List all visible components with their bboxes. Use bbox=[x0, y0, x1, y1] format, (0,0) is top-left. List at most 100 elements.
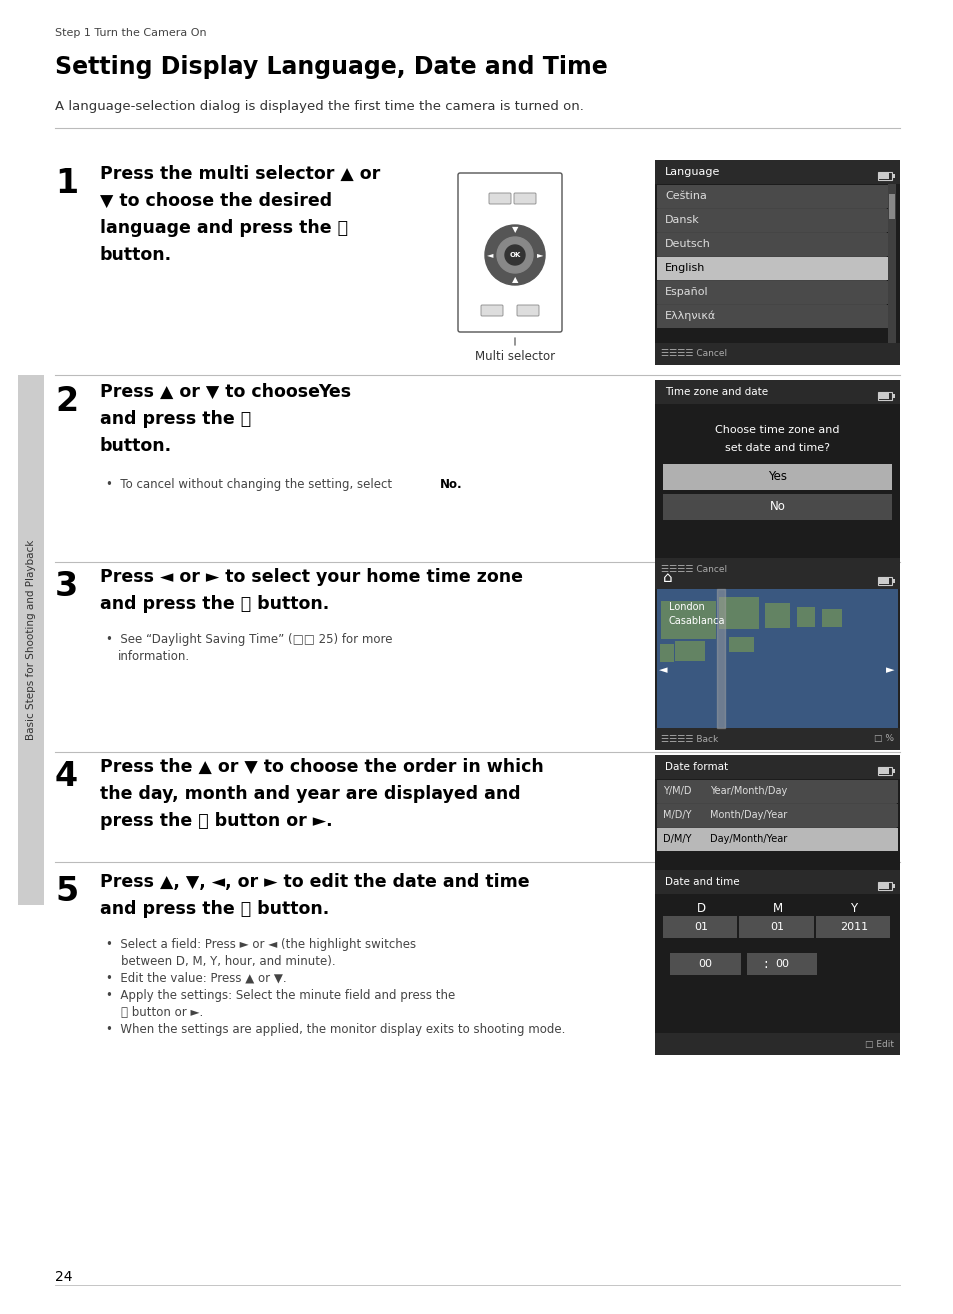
FancyBboxPatch shape bbox=[655, 870, 899, 1055]
FancyBboxPatch shape bbox=[657, 781, 897, 803]
Text: Y/M/D: Y/M/D bbox=[662, 786, 691, 796]
FancyBboxPatch shape bbox=[878, 767, 888, 774]
Text: □ %: □ % bbox=[873, 735, 893, 744]
Text: the day, month and year are displayed and: the day, month and year are displayed an… bbox=[100, 784, 520, 803]
FancyBboxPatch shape bbox=[887, 184, 895, 343]
Text: button.: button. bbox=[100, 438, 172, 455]
FancyBboxPatch shape bbox=[821, 608, 841, 627]
Text: Basic Steps for Shooting and Playback: Basic Steps for Shooting and Playback bbox=[26, 540, 36, 740]
Text: OK: OK bbox=[509, 252, 520, 258]
FancyBboxPatch shape bbox=[657, 305, 887, 328]
Text: Day/Month/Year: Day/Month/Year bbox=[709, 834, 786, 844]
Circle shape bbox=[504, 244, 524, 265]
Text: ▼: ▼ bbox=[511, 226, 517, 234]
FancyBboxPatch shape bbox=[657, 281, 887, 304]
Text: English: English bbox=[664, 263, 704, 273]
Text: set date and time?: set date and time? bbox=[724, 443, 829, 453]
Circle shape bbox=[497, 237, 533, 273]
FancyBboxPatch shape bbox=[514, 193, 536, 204]
FancyBboxPatch shape bbox=[655, 728, 899, 750]
FancyBboxPatch shape bbox=[878, 173, 888, 179]
Text: 1: 1 bbox=[55, 167, 78, 200]
FancyBboxPatch shape bbox=[662, 464, 891, 490]
Text: :: : bbox=[763, 957, 767, 971]
FancyBboxPatch shape bbox=[891, 769, 894, 773]
FancyBboxPatch shape bbox=[457, 173, 561, 332]
FancyBboxPatch shape bbox=[878, 883, 888, 890]
Text: 00: 00 bbox=[774, 959, 788, 968]
Text: 2: 2 bbox=[55, 385, 78, 418]
FancyBboxPatch shape bbox=[891, 173, 894, 177]
Text: 5: 5 bbox=[55, 875, 78, 908]
Text: and press the Ⓢ: and press the Ⓢ bbox=[100, 410, 251, 428]
FancyBboxPatch shape bbox=[480, 305, 502, 315]
Text: Press the ▲ or ▼ to choose the order in which: Press the ▲ or ▼ to choose the order in … bbox=[100, 758, 543, 777]
Text: ►: ► bbox=[537, 251, 542, 259]
Text: M: M bbox=[772, 901, 781, 915]
FancyBboxPatch shape bbox=[655, 565, 899, 750]
Text: ▼ to choose the desired: ▼ to choose the desired bbox=[100, 192, 332, 210]
Text: •  Select a field: Press ► or ◄ (the highlight switches: • Select a field: Press ► or ◄ (the high… bbox=[106, 938, 416, 951]
FancyBboxPatch shape bbox=[657, 258, 887, 280]
FancyBboxPatch shape bbox=[489, 193, 511, 204]
FancyBboxPatch shape bbox=[657, 209, 887, 233]
Text: 3: 3 bbox=[55, 570, 78, 603]
Text: •  Edit the value: Press ▲ or ▼.: • Edit the value: Press ▲ or ▼. bbox=[106, 972, 286, 986]
Text: •  Apply the settings: Select the minute field and press the: • Apply the settings: Select the minute … bbox=[106, 989, 455, 1003]
FancyBboxPatch shape bbox=[728, 637, 753, 652]
Text: button.: button. bbox=[100, 246, 172, 264]
Text: •  When the settings are applied, the monitor display exits to shooting mode.: • When the settings are applied, the mon… bbox=[106, 1024, 565, 1035]
Text: Press ◄ or ► to select your home time zone: Press ◄ or ► to select your home time zo… bbox=[100, 568, 522, 586]
Text: Ελληνικά: Ελληνικά bbox=[664, 310, 716, 321]
Text: Step 1 Turn the Camera On: Step 1 Turn the Camera On bbox=[55, 28, 207, 38]
FancyBboxPatch shape bbox=[657, 804, 897, 827]
FancyBboxPatch shape bbox=[764, 603, 789, 628]
Text: •  See “Daylight Saving Time” (□□ 25) for more: • See “Daylight Saving Time” (□□ 25) for… bbox=[106, 633, 392, 646]
FancyBboxPatch shape bbox=[675, 641, 704, 661]
Text: •  To cancel without changing the setting, select: • To cancel without changing the setting… bbox=[106, 478, 395, 491]
Text: London: London bbox=[668, 602, 704, 612]
FancyBboxPatch shape bbox=[657, 233, 887, 256]
Text: information.: information. bbox=[118, 650, 190, 664]
FancyBboxPatch shape bbox=[891, 394, 894, 398]
FancyBboxPatch shape bbox=[815, 916, 889, 938]
Text: Date and time: Date and time bbox=[664, 876, 739, 887]
Text: Choose time zone and: Choose time zone and bbox=[715, 424, 839, 435]
Text: language and press the Ⓢ: language and press the Ⓢ bbox=[100, 219, 348, 237]
Text: 2011: 2011 bbox=[839, 922, 867, 932]
FancyBboxPatch shape bbox=[18, 374, 44, 905]
FancyBboxPatch shape bbox=[655, 343, 899, 365]
Text: D: D bbox=[696, 901, 705, 915]
FancyBboxPatch shape bbox=[746, 953, 816, 975]
Text: Date format: Date format bbox=[664, 762, 727, 773]
Text: Español: Español bbox=[664, 286, 708, 297]
Text: ►: ► bbox=[884, 665, 893, 675]
FancyBboxPatch shape bbox=[796, 607, 814, 627]
FancyBboxPatch shape bbox=[670, 953, 740, 975]
Text: Press ▲ or ▼ to choose: Press ▲ or ▼ to choose bbox=[100, 382, 326, 401]
Text: 24: 24 bbox=[55, 1271, 72, 1284]
FancyBboxPatch shape bbox=[657, 828, 897, 851]
Text: 4: 4 bbox=[55, 759, 78, 794]
Text: and press the Ⓢ button.: and press the Ⓢ button. bbox=[100, 900, 329, 918]
Text: 00: 00 bbox=[698, 959, 712, 968]
Text: and press the Ⓢ button.: and press the Ⓢ button. bbox=[100, 595, 329, 614]
FancyBboxPatch shape bbox=[655, 558, 899, 579]
FancyBboxPatch shape bbox=[655, 756, 899, 900]
FancyBboxPatch shape bbox=[517, 305, 538, 315]
FancyBboxPatch shape bbox=[662, 494, 891, 520]
Text: No.: No. bbox=[439, 478, 462, 491]
Text: ⌂: ⌂ bbox=[662, 569, 672, 585]
FancyBboxPatch shape bbox=[655, 380, 899, 403]
Text: ◄: ◄ bbox=[486, 251, 493, 259]
Text: Dansk: Dansk bbox=[664, 215, 699, 225]
FancyBboxPatch shape bbox=[657, 185, 887, 208]
Text: Time zone and date: Time zone and date bbox=[664, 388, 767, 397]
FancyBboxPatch shape bbox=[655, 870, 899, 894]
Text: □ Edit: □ Edit bbox=[864, 1039, 893, 1049]
Text: D/M/Y: D/M/Y bbox=[662, 834, 691, 844]
FancyBboxPatch shape bbox=[655, 160, 899, 184]
FancyBboxPatch shape bbox=[655, 756, 899, 779]
FancyBboxPatch shape bbox=[655, 1033, 899, 1055]
Text: Yes: Yes bbox=[317, 382, 351, 401]
